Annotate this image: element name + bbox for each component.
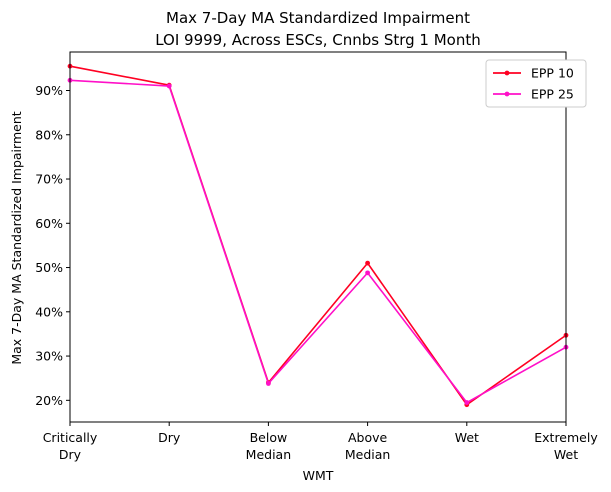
x-tick-label: Dry	[59, 447, 82, 462]
legend-label-epp-25: EPP 25	[531, 87, 574, 102]
x-tick-label: Wet	[554, 447, 578, 462]
x-tick-label: Below	[250, 430, 288, 445]
y-tick-label: 40%	[35, 304, 63, 319]
data-point-epp-25	[464, 400, 470, 405]
plot-area-frame	[69, 51, 567, 423]
x-axis-label: WMT	[303, 468, 334, 483]
data-point-epp-25	[365, 270, 370, 276]
series-line-epp-25	[69, 79, 567, 404]
x-tick-label: Above	[348, 430, 388, 445]
x-tick-label: Extremely	[534, 430, 598, 445]
x-tick-label: Critically	[43, 430, 98, 445]
y-tick-label: 20%	[35, 393, 63, 408]
chart-title-line-1: Max 7-Day MA Standardized Impairment	[166, 9, 470, 27]
y-tick-label: 90%	[35, 83, 63, 98]
chart-title-line-2: LOI 9999, Across ESCs, Cnnbs Strg 1 Mont…	[155, 31, 481, 49]
series-line-epp-10	[69, 65, 567, 406]
x-tick-label: Wet	[455, 430, 479, 445]
tick-layer: 20% 30% 40% 50% 60% 70% 80% 90% Critically Dry Dry…	[35, 83, 598, 462]
data-point-epp-25	[166, 83, 172, 89]
legend-box	[485, 59, 587, 108]
x-tick-label: Median	[246, 447, 291, 462]
data-point-epp-25	[266, 381, 271, 386]
y-tick-label: 60%	[35, 216, 63, 231]
legend-marker-epp-10	[504, 70, 510, 76]
data-point-epp-10	[365, 260, 370, 266]
y-tick-label: 50%	[35, 260, 63, 275]
legend-label-epp-10: EPP 10	[531, 66, 574, 81]
y-axis-label: Max 7-Day MA Standardized Impairment	[9, 111, 24, 364]
x-tick-label: Dry	[158, 430, 181, 445]
legend-marker-epp-25	[504, 91, 510, 97]
y-tick-label: 80%	[35, 127, 63, 142]
y-tick-label: 30%	[35, 349, 63, 364]
legend: EPP 10 EPP 25	[485, 59, 587, 108]
series-layer	[67, 63, 569, 408]
y-tick-label: 70%	[35, 172, 63, 187]
x-tick-label: Median	[345, 447, 390, 462]
